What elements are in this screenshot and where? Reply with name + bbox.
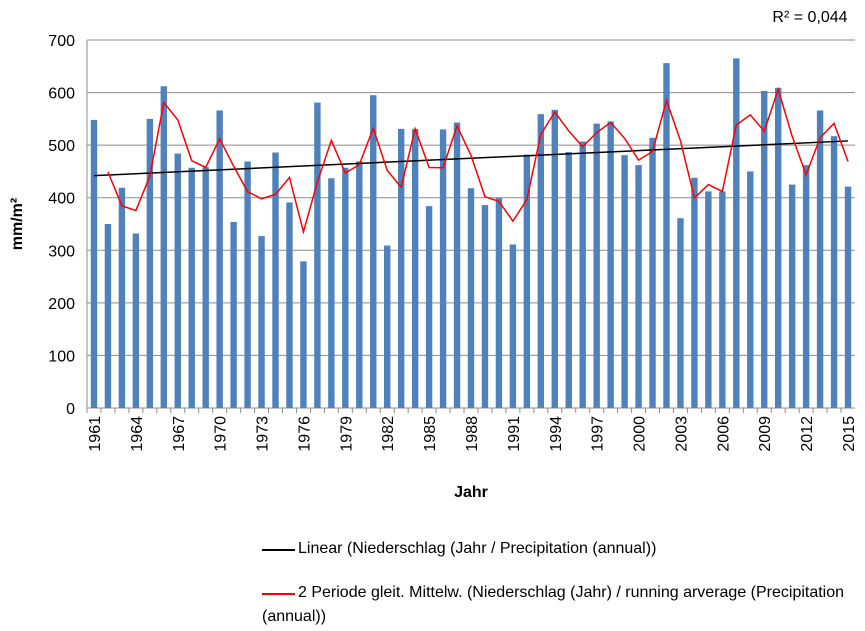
- x-tick-label: 1994: [548, 416, 565, 452]
- bar: [104, 224, 112, 408]
- bar: [411, 128, 419, 409]
- bar: [272, 152, 279, 408]
- x-tick-label: 2015: [841, 416, 858, 452]
- x-tick-label: 1988: [464, 416, 481, 452]
- bar: [551, 109, 558, 409]
- legend-swatch: [262, 549, 295, 551]
- y-tick-label: 400: [48, 191, 75, 208]
- bar: [202, 167, 209, 408]
- bar: [160, 86, 167, 409]
- legend-entry: 2 Periode gleit. Mittelw. (Niederschlag …: [262, 581, 858, 629]
- bar: [328, 178, 335, 408]
- bar: [719, 191, 726, 408]
- y-tick-label: 500: [48, 138, 75, 155]
- x-tick-label: 2009: [757, 416, 774, 452]
- bar: [747, 171, 754, 408]
- bar: [495, 197, 503, 408]
- y-tick-label: 300: [48, 243, 75, 260]
- y-tick-label: 200: [48, 296, 75, 313]
- bar: [565, 151, 572, 408]
- y-tick-label: 100: [48, 348, 75, 365]
- legend-label: 2 Periode gleit. Mittelw. (Niederschlag …: [262, 584, 845, 625]
- bar: [258, 236, 265, 408]
- y-tick-label: 0: [66, 401, 75, 418]
- x-tick-label: 1967: [171, 416, 188, 452]
- bar: [788, 184, 796, 408]
- legend-swatch: [262, 593, 295, 595]
- legend-label: Linear (Niederschlag (Jahr / Precipitati…: [298, 540, 657, 557]
- bar: [663, 63, 670, 408]
- x-tick-label: 2012: [799, 416, 816, 452]
- bar: [356, 161, 363, 408]
- annotation: R² = 0,044: [772, 9, 847, 26]
- x-tick-label: 2006: [715, 416, 732, 452]
- bar: [816, 110, 824, 409]
- bar: [244, 161, 251, 408]
- x-tick-label: 2003: [673, 416, 690, 452]
- bar: [467, 188, 475, 408]
- x-tick-label: 1964: [129, 416, 146, 452]
- bar: [802, 165, 810, 408]
- line: [107, 86, 849, 235]
- bar: [761, 90, 768, 408]
- bar: [691, 177, 698, 408]
- bar: [188, 167, 195, 408]
- bar: [649, 137, 656, 409]
- bar: [216, 110, 223, 409]
- x-tick-label: 1973: [255, 416, 272, 452]
- bar: [523, 154, 531, 408]
- bar: [342, 167, 349, 408]
- y-axis-title: mm/m²: [9, 198, 26, 250]
- bar: [593, 123, 600, 409]
- x-axis-title: Jahr: [454, 484, 488, 501]
- x-tick-label: 1979: [338, 416, 355, 452]
- legend-entry: Linear (Niederschlag (Jahr / Precipitati…: [262, 537, 858, 561]
- x-tick-label: 1991: [506, 416, 523, 452]
- bar: [453, 122, 461, 408]
- bar: [384, 245, 391, 408]
- bar: [425, 206, 433, 408]
- bar: [132, 233, 140, 408]
- bar: [621, 155, 628, 408]
- x-tick-label: 1961: [87, 416, 104, 452]
- x-tick-label: 1970: [213, 416, 230, 452]
- bar: [775, 87, 782, 408]
- bar: [146, 118, 154, 408]
- trend-line: [93, 140, 849, 177]
- x-tick-label: 1976: [296, 416, 313, 452]
- x-tick-label: 1985: [422, 416, 439, 452]
- y-tick-label: 600: [48, 86, 75, 103]
- bar: [230, 221, 237, 408]
- bar: [90, 119, 98, 408]
- bar: [118, 187, 126, 408]
- bar: [509, 244, 517, 408]
- bar: [286, 202, 293, 408]
- bar: [439, 129, 447, 408]
- bar: [607, 121, 614, 408]
- bar: [705, 191, 712, 408]
- bar: [300, 261, 307, 408]
- bar: [537, 114, 545, 408]
- bar: [733, 58, 740, 409]
- x-tick-label: 2000: [632, 416, 649, 452]
- x-tick-label: 1982: [380, 416, 397, 452]
- bar: [314, 102, 321, 408]
- bar: [397, 128, 405, 409]
- bar: [174, 153, 181, 408]
- bar: [677, 218, 684, 408]
- y-tick-label: 700: [48, 33, 75, 50]
- bar: [579, 141, 586, 408]
- bar: [370, 95, 377, 408]
- bar: [481, 205, 489, 408]
- bar: [844, 186, 852, 408]
- x-tick-label: 1997: [590, 416, 607, 452]
- bar: [635, 165, 642, 408]
- bar: [830, 136, 838, 408]
